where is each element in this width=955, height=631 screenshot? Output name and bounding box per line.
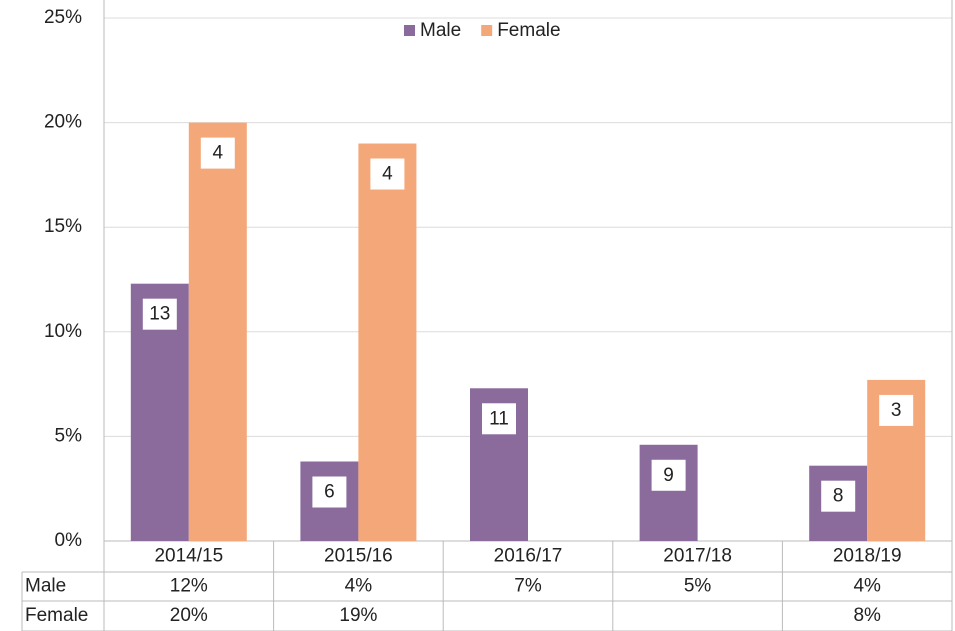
table-value: 4% bbox=[345, 576, 373, 597]
table-value: 8% bbox=[853, 605, 881, 626]
count-box bbox=[482, 403, 516, 435]
bar bbox=[639, 444, 698, 541]
y-tick-label: 5% bbox=[55, 425, 83, 446]
count-label: 4 bbox=[382, 164, 393, 185]
table-value: 12% bbox=[170, 576, 208, 597]
y-tick-label: 10% bbox=[44, 321, 82, 342]
table-row-label: Female bbox=[25, 605, 88, 626]
table-value: 4% bbox=[853, 576, 881, 597]
count-box bbox=[821, 480, 856, 512]
table-value: 7% bbox=[514, 576, 542, 597]
count-label: 6 bbox=[324, 482, 335, 503]
count-box bbox=[879, 394, 914, 426]
count-box bbox=[200, 137, 235, 169]
count-box bbox=[651, 459, 686, 491]
y-tick-label: 0% bbox=[55, 530, 83, 551]
count-label: 3 bbox=[891, 400, 902, 421]
bar bbox=[358, 143, 417, 541]
legend-label: Male bbox=[420, 20, 461, 41]
x-tick-label: 2014/15 bbox=[154, 546, 223, 567]
legend-swatch bbox=[404, 25, 415, 36]
table-row-label: Male bbox=[25, 576, 66, 597]
count-label: 13 bbox=[149, 304, 170, 325]
count-label: 4 bbox=[213, 143, 224, 164]
legend-swatch bbox=[481, 25, 493, 36]
count-box bbox=[312, 476, 347, 508]
count-box bbox=[370, 158, 405, 190]
count-label: 11 bbox=[489, 408, 509, 429]
y-tick-label: 20% bbox=[44, 112, 82, 133]
table-value: 19% bbox=[339, 605, 377, 626]
count-box bbox=[142, 298, 177, 330]
count-label: 8 bbox=[833, 486, 844, 507]
x-tick-label: 2016/17 bbox=[494, 546, 563, 567]
count-label: 9 bbox=[663, 465, 674, 486]
x-tick-label: 2018/19 bbox=[833, 546, 902, 567]
table-value: 20% bbox=[170, 605, 208, 626]
bar bbox=[188, 122, 247, 541]
x-tick-label: 2017/18 bbox=[663, 546, 732, 567]
legend-label: Female bbox=[497, 20, 560, 41]
y-tick-label: 15% bbox=[44, 216, 82, 237]
table-value: 5% bbox=[684, 576, 712, 597]
y-tick-label: 25% bbox=[44, 7, 82, 28]
x-tick-label: 2015/16 bbox=[324, 546, 393, 567]
